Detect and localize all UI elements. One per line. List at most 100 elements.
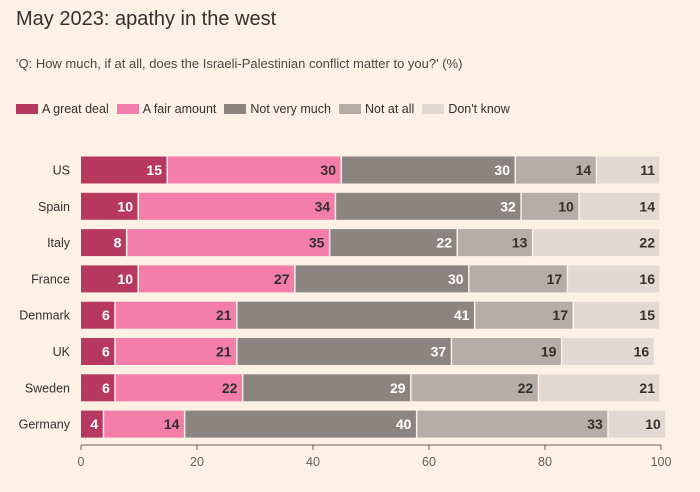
bar-segment xyxy=(336,192,521,220)
data-label: 17 xyxy=(547,271,563,287)
bar-segment xyxy=(115,374,242,402)
bar-segment xyxy=(411,374,538,402)
data-label: 14 xyxy=(164,416,180,432)
data-label: 34 xyxy=(315,198,331,214)
data-label: 30 xyxy=(494,162,510,178)
data-label: 22 xyxy=(436,235,452,251)
bar-segment xyxy=(139,192,335,220)
bar-segment xyxy=(475,301,573,329)
legend-swatch xyxy=(16,104,38,114)
legend-item-not-very-much: Not very much xyxy=(224,102,331,116)
data-label: 33 xyxy=(587,416,603,432)
data-label: 6 xyxy=(102,307,110,323)
bar-segment xyxy=(81,301,115,329)
bar-segment xyxy=(81,156,167,184)
category-label: Italy xyxy=(47,236,71,250)
bar-segment xyxy=(562,338,654,365)
bar-segment xyxy=(295,265,469,293)
data-label: 13 xyxy=(512,235,528,251)
data-label: 10 xyxy=(645,416,661,432)
x-tick-label: 0 xyxy=(78,455,85,469)
bar-segment xyxy=(597,156,660,184)
data-label: 27 xyxy=(274,271,290,287)
bar-segment xyxy=(458,229,532,257)
bar-segment xyxy=(115,338,237,365)
data-label: 10 xyxy=(117,271,133,287)
data-label: 16 xyxy=(634,344,650,360)
bar-segment xyxy=(574,301,660,329)
data-label: 19 xyxy=(541,344,557,360)
category-label: US xyxy=(53,164,70,178)
data-label: 22 xyxy=(518,380,534,396)
legend-label: Don't know xyxy=(448,102,510,116)
data-label: 21 xyxy=(639,380,655,396)
data-label: 17 xyxy=(552,307,568,323)
bar-segment xyxy=(516,156,596,184)
bar-segment xyxy=(81,229,126,257)
bar-segment xyxy=(127,229,329,257)
data-label: 14 xyxy=(576,162,592,178)
data-label: 29 xyxy=(390,380,406,396)
data-label: 40 xyxy=(396,416,412,432)
bar-segment xyxy=(521,192,579,220)
legend-item-dont-know: Don't know xyxy=(422,102,510,116)
data-label: 8 xyxy=(114,235,122,251)
data-label: 41 xyxy=(454,307,470,323)
data-label: 22 xyxy=(639,235,655,251)
x-tick-label: 40 xyxy=(306,455,320,469)
data-label: 15 xyxy=(639,307,655,323)
legend-label: Not at all xyxy=(364,102,415,116)
bar-segment xyxy=(81,192,138,220)
legend-item-a-fair-amount: A fair amount xyxy=(116,102,217,116)
bar-segment xyxy=(168,156,341,184)
bar-segment xyxy=(330,229,457,257)
bar-segment xyxy=(81,338,115,365)
bar-segment xyxy=(417,410,608,438)
legend-label: A great deal xyxy=(42,102,109,116)
bar-segment xyxy=(568,265,660,293)
data-label: 37 xyxy=(431,344,447,360)
bar-segment xyxy=(81,374,115,402)
legend-swatch xyxy=(116,104,139,114)
x-tick-label: 60 xyxy=(422,455,436,469)
chart-subtitle: 'Q: How much, if at all, does the Israel… xyxy=(16,56,463,71)
bar-segment xyxy=(104,410,184,438)
category-label: Spain xyxy=(38,200,70,214)
bar-segment xyxy=(185,410,416,438)
x-tick-label: 100 xyxy=(651,455,672,469)
legend-swatch xyxy=(338,104,361,114)
data-label: 6 xyxy=(102,380,110,396)
category-label: Denmark xyxy=(19,309,70,323)
category-label: UK xyxy=(53,345,71,359)
data-label: 35 xyxy=(309,235,325,251)
chart-title: May 2023: apathy in the west xyxy=(16,8,277,30)
bar-segment xyxy=(579,192,660,220)
bar-segment xyxy=(452,338,561,365)
category-label: Germany xyxy=(19,418,71,432)
bar-segment xyxy=(342,156,515,184)
data-label: 10 xyxy=(117,198,133,214)
legend-item-a-great-deal: A great deal xyxy=(16,102,109,116)
legend-label: Not very much xyxy=(250,102,331,116)
legend-label: A fair amount xyxy=(142,102,217,116)
legend-swatch xyxy=(422,104,445,114)
bar-segment xyxy=(237,338,451,365)
data-label: 30 xyxy=(448,271,464,287)
x-tick-label: 80 xyxy=(538,455,552,469)
data-label: 21 xyxy=(216,344,232,360)
data-label: 10 xyxy=(558,198,574,214)
data-label: 21 xyxy=(216,307,232,323)
category-label: France xyxy=(31,272,70,286)
bar-segment xyxy=(81,410,103,438)
bar-segment xyxy=(81,265,138,293)
bar-segment xyxy=(237,301,474,329)
bar-segment xyxy=(608,410,666,438)
data-label: 32 xyxy=(500,198,516,214)
data-label: 11 xyxy=(640,162,655,178)
data-label: 14 xyxy=(639,198,655,214)
bar-segment xyxy=(115,301,237,329)
data-label: 6 xyxy=(102,344,110,360)
bar-segment xyxy=(539,374,660,402)
data-label: 30 xyxy=(320,162,336,178)
